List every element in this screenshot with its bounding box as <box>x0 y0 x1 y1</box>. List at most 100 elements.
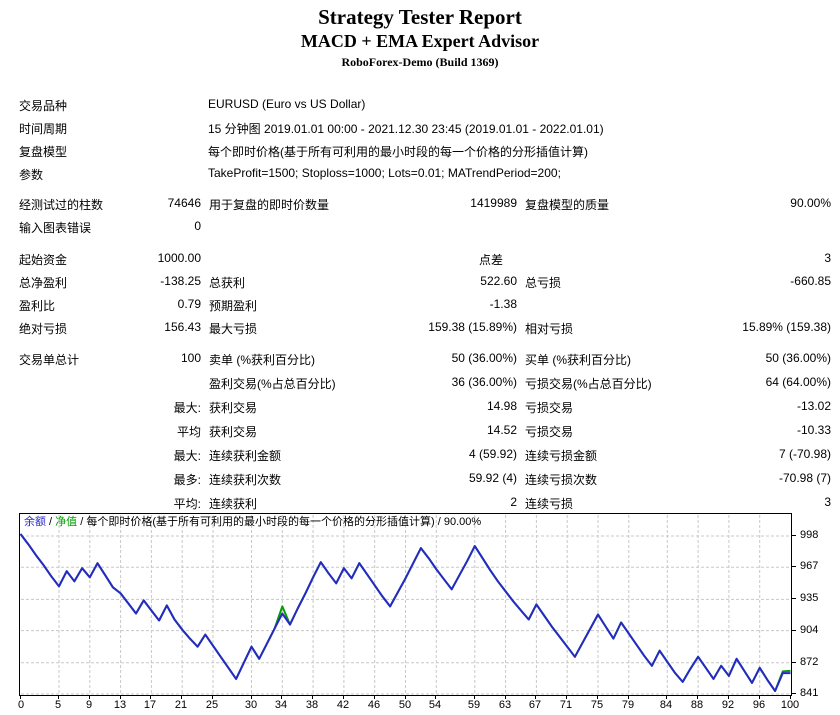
stat-row: 经测试过的柱数 74646 用于复盘的即时价数量 1419989 复盘模型的质量 90.0… <box>0 196 840 219</box>
info-row: 复盘模型 每个即时价格(基于所有可利用的最小时段的每一个价格的分形插值计算) <box>0 143 840 166</box>
legend-balance-label: 余额 <box>24 516 46 528</box>
stat-cell: 159.38 (15.89%) <box>428 320 517 334</box>
stat-cell: 平均: <box>173 497 201 511</box>
stat-cell: 0.79 <box>177 297 201 311</box>
x-axis-tick <box>150 695 151 699</box>
x-axis-label: 34 <box>274 699 288 711</box>
stat-cell: 连续获利 <box>209 497 258 511</box>
chart-legend: 余额 / 净值 / 每个即时价格(基于所有可利用的最小时段的每一个价格的分形插值… <box>24 515 481 529</box>
info-value: EURUSD (Euro vs US Dollar) <box>208 97 366 111</box>
x-axis-tick <box>181 695 182 699</box>
stat-cell: 1000.00 <box>157 251 201 265</box>
info-label: 参数 <box>19 168 44 182</box>
stat-cell: 连续亏损金额 <box>525 449 598 463</box>
y-axis-label: 904 <box>800 624 819 636</box>
x-axis-tick <box>405 695 406 699</box>
stat-cell: 卖单 (%获利百分比) <box>209 353 315 367</box>
stat-cell: 连续亏损次数 <box>525 473 598 487</box>
stat-cell: 经测试过的柱数 <box>19 198 104 212</box>
stat-cell: 522.60 <box>480 274 517 288</box>
x-axis-label: 46 <box>367 699 381 711</box>
stat-cell: 50 (36.00%) <box>765 351 831 365</box>
stat-cell: 36 (36.00%) <box>451 375 517 389</box>
y-axis-label: 872 <box>800 656 819 668</box>
info-label: 复盘模型 <box>19 145 68 159</box>
stat-cell: 14.52 <box>486 423 517 437</box>
x-axis-label: 21 <box>174 699 188 711</box>
stat-row: 盈利交易(%占总百分比) 36 (36.00%) 亏损交易(%占总百分比) 64 (6… <box>0 375 840 399</box>
stat-row: 交易单总计 100 卖单 (%获利百分比) 50 (36.00%) 买单 (%获利百分比… <box>0 351 840 375</box>
x-axis-label: 50 <box>398 699 412 711</box>
x-axis-tick <box>505 695 506 699</box>
stat-row: 最多: 连续获利次数 59.92 (4) 连续亏损次数 -70.98 (7) <box>0 471 840 495</box>
y-axis-tick <box>791 630 796 631</box>
x-axis-tick <box>628 695 629 699</box>
stat-cell: 连续亏损 <box>525 497 574 511</box>
x-axis-label: 42 <box>336 699 350 711</box>
stat-cell: 起始资金 <box>19 253 68 267</box>
stat-cell: 获利交易 <box>209 401 258 415</box>
y-axis-tick <box>791 598 796 599</box>
server-build: RoboForex-Demo (Build 1369) <box>341 55 499 69</box>
x-axis-label: 5 <box>54 699 62 711</box>
y-axis-tick <box>791 566 796 567</box>
expert-advisor-name: MACD + EMA Expert Advisor <box>300 31 540 51</box>
stat-cell: 59.92 (4) <box>468 471 517 485</box>
stat-cell: 最大: <box>173 401 201 415</box>
stats-section: 起始资金 1000.00 点差 3 总净盈利 -138.25 总获利 522.60 总亏损 -66… <box>0 251 840 343</box>
symbol-info-table: 交易品种 EURUSD (Euro vs US Dollar) 时间周期 15 分钟图… <box>0 97 840 189</box>
legend-quality-value: 90.00% <box>443 516 482 528</box>
y-axis-label: 841 <box>800 687 819 699</box>
info-row: 参数 TakeProfit=1500; Stoploss=1000; Lots=0… <box>0 166 840 189</box>
stats-section: 经测试过的柱数 74646 用于复盘的即时价数量 1419989 复盘模型的质量 90.0… <box>0 196 840 242</box>
stat-cell: 3 <box>824 251 831 265</box>
page-title: Strategy Tester Report <box>318 5 522 29</box>
report-header: Strategy Tester Report MACD + EMA Expert… <box>0 4 840 70</box>
stat-cell: 绝对亏损 <box>19 322 68 336</box>
stat-cell: 7 (-70.98) <box>778 447 831 461</box>
x-axis-tick <box>374 695 375 699</box>
stat-cell: 输入图表错误 <box>19 221 92 235</box>
x-axis-label: 84 <box>659 699 673 711</box>
stat-cell: 最多: <box>173 473 201 487</box>
stat-cell: 预期盈利 <box>209 299 258 313</box>
stat-row: 盈利比 0.79 预期盈利 -1.38 <box>0 297 840 320</box>
legend-model-label: 每个即时价格(基于所有可利用的最小时段的每一个价格的分形插值计算) <box>86 516 435 528</box>
y-axis-tick <box>791 535 796 536</box>
x-axis-tick <box>251 695 252 699</box>
legend-separator: / <box>77 516 87 528</box>
stat-cell: 最大亏损 <box>209 322 258 336</box>
stats-section: 交易单总计 100 卖单 (%获利百分比) 50 (36.00%) 买单 (%获利百分比… <box>0 351 840 519</box>
x-axis-label: 92 <box>721 699 735 711</box>
stat-cell: 买单 (%获利百分比) <box>525 353 631 367</box>
x-axis-tick <box>566 695 567 699</box>
info-label: 时间周期 <box>19 122 68 136</box>
x-axis-tick <box>281 695 282 699</box>
stat-cell: 90.00% <box>790 196 831 210</box>
x-axis-label: 67 <box>528 699 542 711</box>
y-axis-tick <box>791 662 796 663</box>
x-axis-tick <box>474 695 475 699</box>
x-axis-label: 0 <box>17 699 25 711</box>
x-axis-tick <box>312 695 313 699</box>
x-axis-label: 30 <box>244 699 258 711</box>
stat-cell: 总亏损 <box>525 276 562 290</box>
x-axis-tick <box>58 695 59 699</box>
stat-cell: 复盘模型的质量 <box>525 198 610 212</box>
y-axis: 998 967 935 904 872 841 <box>791 513 840 699</box>
stat-cell: 亏损交易 <box>525 425 574 439</box>
x-axis-label: 54 <box>428 699 442 711</box>
info-label: 交易品种 <box>19 99 68 113</box>
x-axis-label: 25 <box>205 699 219 711</box>
legend-separator: / <box>46 516 56 528</box>
stat-row: 平均 获利交易 14.52 亏损交易 -10.33 <box>0 423 840 447</box>
stat-cell: 156.43 <box>164 320 201 334</box>
x-axis-label: 96 <box>752 699 766 711</box>
stat-cell: 盈利交易(%占总百分比) <box>209 377 336 391</box>
x-axis-tick <box>759 695 760 699</box>
stat-cell: 平均 <box>176 425 201 439</box>
x-axis-tick <box>790 695 791 699</box>
stat-cell: 100 <box>180 351 201 365</box>
stat-row: 总净盈利 -138.25 总获利 522.60 总亏损 -660.85 <box>0 274 840 297</box>
